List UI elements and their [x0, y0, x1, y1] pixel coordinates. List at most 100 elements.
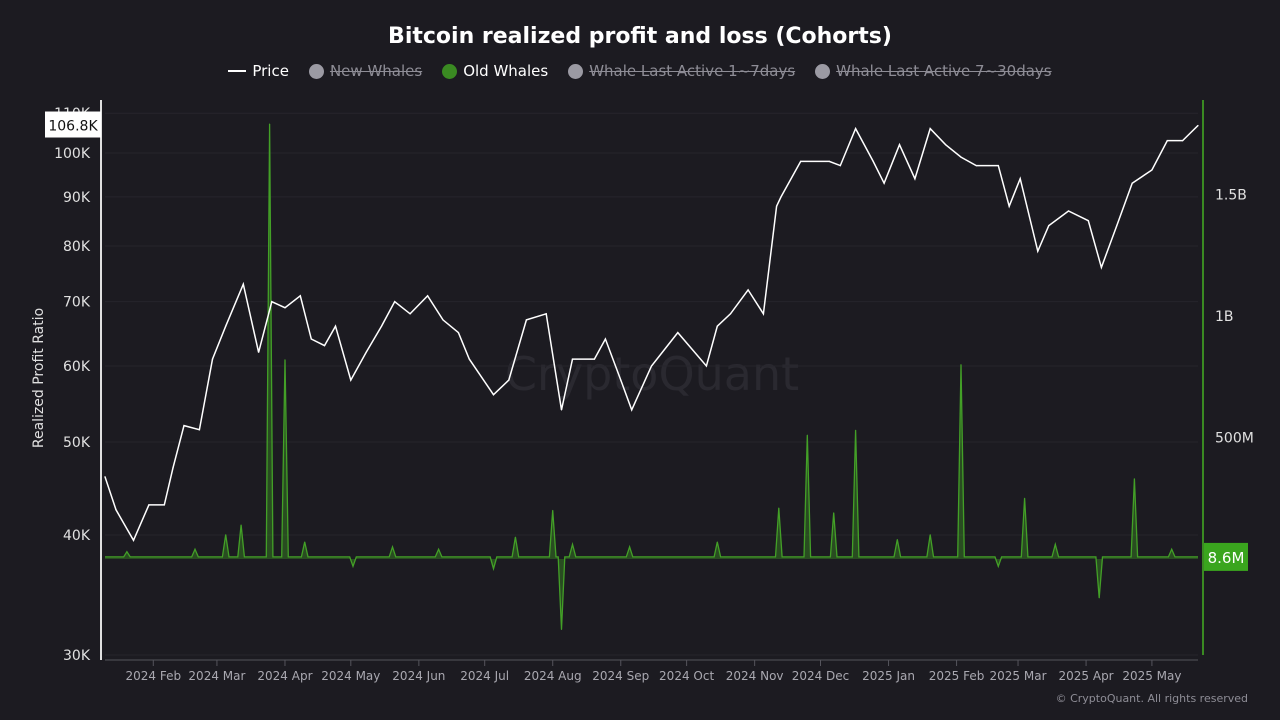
price-point: [677, 331, 679, 334]
old-whales-point: [1098, 597, 1100, 599]
left-tick-label: 30K: [63, 648, 91, 664]
price-point: [839, 165, 841, 167]
old-whales-point: [716, 541, 718, 543]
old-whales-last-value: 8.6M: [1208, 549, 1245, 567]
price-point: [545, 313, 547, 315]
price-point: [380, 325, 383, 327]
old-whales-point: [561, 628, 563, 630]
price-point: [571, 358, 574, 360]
price-point: [1182, 140, 1184, 142]
old-whales-point: [126, 551, 128, 553]
price-point: [104, 476, 106, 478]
legend-item-new-whales[interactable]: New Whales: [308, 62, 422, 80]
price-point: [560, 409, 563, 411]
x-tick-label: 2024 Jun: [392, 669, 445, 683]
old-whales-point: [855, 429, 857, 431]
x-tick-label: 2025 Feb: [929, 669, 985, 683]
dot-marker-icon: [815, 63, 831, 79]
price-point: [650, 365, 653, 367]
copyright: © CryptoQuant. All rights reserved: [1055, 692, 1248, 705]
price-point: [271, 301, 273, 303]
price-point: [1131, 182, 1133, 184]
price-point: [163, 504, 165, 506]
price-point: [1048, 225, 1050, 227]
left-tick-label: 90K: [63, 190, 91, 206]
price-point: [427, 295, 429, 297]
old-whales-line: [105, 123, 1198, 630]
price-point: [716, 325, 718, 327]
left-tick-label: 100K: [54, 146, 91, 162]
legend-item-old-whales[interactable]: Old Whales: [442, 62, 548, 80]
price-point: [729, 313, 732, 315]
old-whales-point: [194, 548, 196, 550]
dot-marker-icon: [568, 63, 584, 79]
legend-item-price[interactable]: Price: [228, 62, 289, 80]
price-point: [132, 539, 135, 541]
price-point: [776, 205, 778, 207]
price-point: [1008, 205, 1010, 207]
price-last-value-box: [45, 111, 101, 138]
price-point: [508, 379, 510, 381]
price-point: [997, 165, 999, 167]
old-whales-point: [929, 534, 931, 536]
right-tick-label: 1.5B: [1215, 188, 1247, 204]
old-whales-point: [492, 568, 494, 570]
price-point: [468, 358, 470, 360]
price-point: [1067, 210, 1070, 212]
price-point: [211, 358, 214, 360]
price-point: [1116, 225, 1118, 227]
price-point: [929, 128, 931, 130]
y-axis-title: Realized Profit Ratio: [31, 308, 47, 448]
old-whales-point: [514, 536, 516, 538]
x-tick-label: 2025 Jan: [862, 669, 915, 683]
legend-label: Price: [252, 62, 289, 80]
old-whales-point: [352, 565, 354, 567]
legend-item-whale-last-active-1-7days[interactable]: Whale Last Active 1~7days: [568, 62, 795, 80]
old-whales-point: [1024, 497, 1026, 499]
price-point: [872, 160, 874, 162]
price-point: [310, 338, 312, 340]
old-whales-point: [269, 123, 271, 125]
dot-marker-icon: [442, 63, 458, 79]
old-whales-point: [960, 364, 962, 366]
legend-label: Old Whales: [463, 62, 549, 80]
price-point: [898, 144, 901, 146]
price-point: [284, 307, 286, 309]
price-point: [1197, 124, 1199, 127]
left-tick-label: 40K: [63, 528, 91, 544]
price-point: [604, 338, 607, 340]
price-point: [334, 325, 337, 327]
x-tick-label: 2024 Oct: [659, 669, 714, 683]
old-whales-point: [806, 434, 808, 436]
price-point: [1151, 169, 1153, 171]
price-point: [1019, 178, 1021, 180]
line-marker-icon: [228, 70, 247, 72]
price-point: [631, 409, 633, 411]
left-tick-label: 70K: [63, 295, 91, 311]
old-whales-point: [304, 541, 306, 543]
price-point: [828, 160, 830, 162]
x-tick-label: 2024 Sep: [592, 669, 649, 683]
legend-item-whale-last-active-7-30days[interactable]: Whale Last Active 7~30days: [815, 62, 1052, 80]
price-last-value: 106.8K: [48, 119, 98, 135]
price-point: [183, 425, 185, 427]
price-point: [365, 351, 367, 353]
old-whales-point: [284, 359, 286, 361]
price-point: [492, 394, 495, 396]
old-whales-point: [1171, 548, 1173, 550]
old-whales-point: [629, 546, 631, 548]
watermark: CryptoQuant: [505, 347, 799, 401]
price-point: [780, 196, 782, 198]
price-point: [800, 160, 802, 162]
left-tick-label: 80K: [63, 239, 91, 255]
old-whales-point: [997, 565, 999, 567]
price-point: [394, 301, 396, 303]
x-tick-label: 2025 May: [1122, 669, 1181, 683]
price-point: [914, 178, 916, 180]
right-tick-label: 500M: [1215, 431, 1254, 447]
price-point: [225, 325, 227, 327]
price-point: [258, 351, 260, 353]
price-point: [1166, 140, 1168, 142]
price-point: [242, 283, 244, 285]
x-tick-label: 2024 Aug: [524, 669, 582, 683]
